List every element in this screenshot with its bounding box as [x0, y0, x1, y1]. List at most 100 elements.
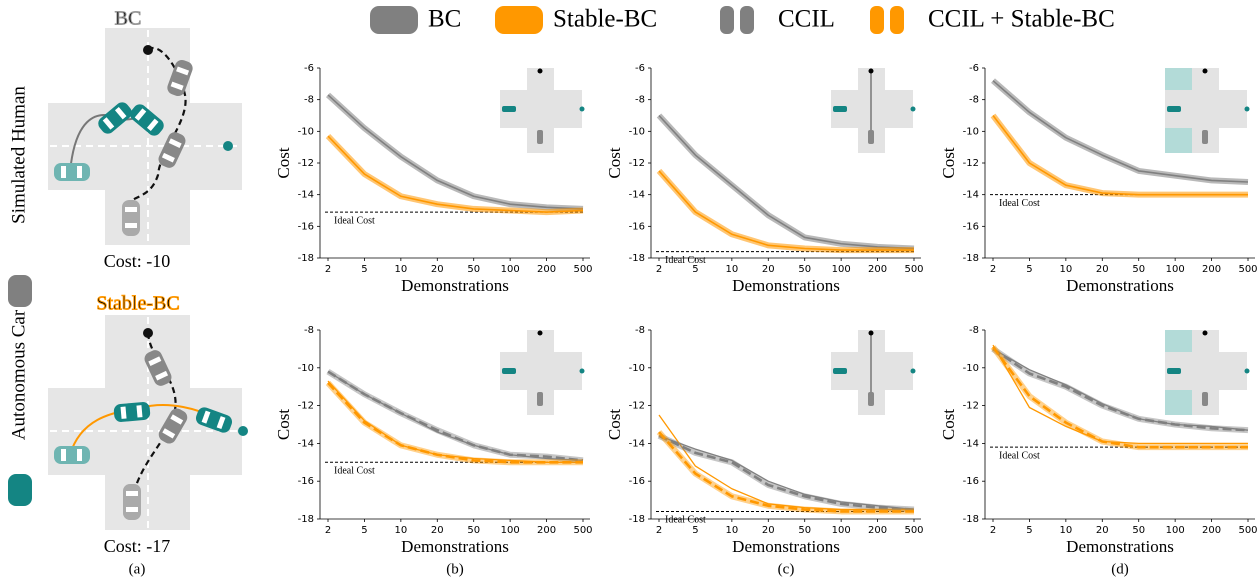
y-tick-label: -10	[629, 126, 645, 137]
y-axis-label: Cost	[939, 147, 958, 178]
inset-zone	[1165, 330, 1192, 352]
x-axis-label: Demonstrations	[732, 276, 840, 295]
inset-goal	[1244, 368, 1250, 374]
x-tick-label: 100	[832, 264, 851, 275]
series-line	[992, 115, 1248, 196]
scenario-cost: Cost: -17	[104, 536, 171, 556]
x-tick-label: 200	[1202, 264, 1221, 275]
y-axis-label: Cost	[605, 409, 624, 440]
legend-swatch	[370, 6, 418, 34]
y-tick-label: -14	[963, 190, 979, 201]
x-tick-label: 500	[1238, 525, 1257, 536]
x-tick-label: 5	[692, 264, 698, 275]
y-tick-label: -8	[969, 95, 979, 106]
human-swatch	[8, 275, 32, 307]
x-tick-label: 50	[467, 525, 480, 536]
x-tick-label: 50	[798, 264, 811, 275]
scenario-inset	[500, 68, 585, 153]
y-tick-label: -12	[629, 401, 645, 412]
panel-label: (b)	[446, 561, 464, 577]
y-tick-label: -10	[963, 363, 979, 374]
inset-car	[833, 106, 847, 112]
x-tick-label: 20	[1096, 264, 1109, 275]
inset-goal	[579, 368, 585, 374]
panel-label: (d)	[1111, 561, 1129, 577]
x-tick-label: 20	[431, 525, 444, 536]
inset-car	[868, 130, 874, 144]
inset-goal	[910, 368, 916, 374]
legend-label: BC	[428, 6, 461, 33]
series-line	[992, 347, 1249, 432]
series-line	[327, 94, 584, 210]
inset-car	[1167, 106, 1181, 112]
series-line	[992, 344, 1248, 445]
x-tick-label: 200	[1202, 525, 1221, 536]
x-tick-label: 20	[1096, 525, 1109, 536]
y-tick-label: -12	[963, 158, 979, 169]
legend-label: CCIL + Stable-BC	[928, 6, 1115, 33]
series-line	[327, 370, 584, 462]
series-line	[658, 114, 915, 250]
legend-label: CCIL	[778, 6, 835, 33]
y-tick-label: -8	[969, 325, 979, 336]
ideal-label: Ideal Cost	[665, 515, 706, 526]
x-tick-label: 200	[537, 264, 556, 275]
inset-car	[1167, 368, 1181, 374]
x-tick-label: 2	[325, 525, 331, 536]
inset-goal	[537, 68, 543, 74]
inset-goal	[910, 106, 916, 112]
x-tick-label: 100	[1166, 264, 1185, 275]
x-tick-label: 100	[1166, 525, 1185, 536]
inset-goal	[868, 330, 874, 336]
x-axis-label: Demonstrations	[401, 537, 509, 556]
panel-label: (a)	[129, 561, 146, 577]
x-tick-label: 20	[762, 264, 775, 275]
inset-car	[537, 130, 543, 144]
x-tick-label: 200	[537, 525, 556, 536]
scenario-title: Stable-BC	[96, 293, 179, 315]
inset-zone	[1165, 128, 1192, 153]
series-line	[658, 170, 914, 251]
y-tick-label: -12	[629, 158, 645, 169]
y-tick-label: -18	[629, 514, 645, 525]
series-line	[658, 435, 915, 511]
x-tick-label: 500	[904, 525, 923, 536]
inset-zone	[1165, 68, 1192, 90]
x-tick-label: 20	[431, 264, 444, 275]
y-axis-label: Cost	[274, 147, 293, 178]
y-axis-label: Cost	[939, 409, 958, 440]
scenario-inset	[831, 330, 916, 415]
x-tick-label: 500	[573, 525, 592, 536]
inset-zone	[1165, 390, 1192, 415]
inset-car	[1202, 392, 1208, 406]
scenario-stable-bc	[48, 315, 248, 530]
y-tick-label: -18	[629, 253, 645, 264]
x-tick-label: 200	[868, 525, 887, 536]
y-tick-label: -18	[963, 253, 979, 264]
y-tick-label: -14	[298, 438, 314, 449]
x-tick-label: 5	[692, 525, 698, 536]
x-axis-label: Demonstrations	[401, 276, 509, 295]
y-tick-label: -12	[298, 401, 314, 412]
x-tick-label: 10	[394, 525, 407, 536]
series-line	[992, 80, 1249, 183]
x-tick-label: 5	[1026, 264, 1032, 275]
ideal-label: Ideal Cost	[665, 255, 706, 266]
x-tick-label: 2	[656, 525, 662, 536]
y-axis-label: Cost	[274, 409, 293, 440]
x-tick-label: 2	[990, 525, 996, 536]
inset-car	[833, 368, 847, 374]
inset-car	[502, 106, 516, 112]
x-tick-label: 2	[656, 264, 662, 275]
series-band	[656, 430, 914, 515]
x-tick-label: 5	[361, 525, 367, 536]
ideal-label: Ideal Cost	[334, 215, 375, 226]
x-tick-label: 10	[1059, 525, 1072, 536]
inset-goal	[1202, 330, 1208, 336]
y-tick-label: -18	[298, 253, 314, 264]
x-tick-label: 50	[1132, 525, 1145, 536]
x-tick-label: 5	[361, 264, 367, 275]
scenario-inset	[1165, 68, 1250, 153]
legend-swatch	[495, 6, 543, 34]
